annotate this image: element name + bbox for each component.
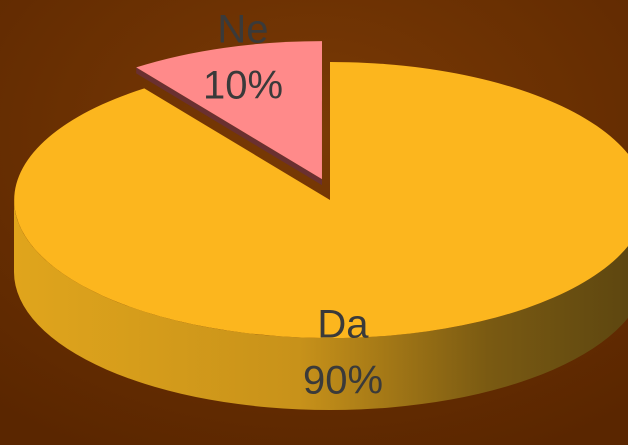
slice-value-label: 10% xyxy=(203,64,283,108)
slice xyxy=(14,62,628,338)
slice-label: Da xyxy=(317,303,369,347)
pie xyxy=(14,41,628,410)
slice-value-label: 90% xyxy=(303,359,383,403)
slice-cut-face xyxy=(136,67,322,186)
slice-side xyxy=(14,200,628,410)
labels: Da 90% Ne 10% xyxy=(203,8,383,403)
slice-label: Ne xyxy=(217,8,268,52)
slice xyxy=(136,41,322,180)
